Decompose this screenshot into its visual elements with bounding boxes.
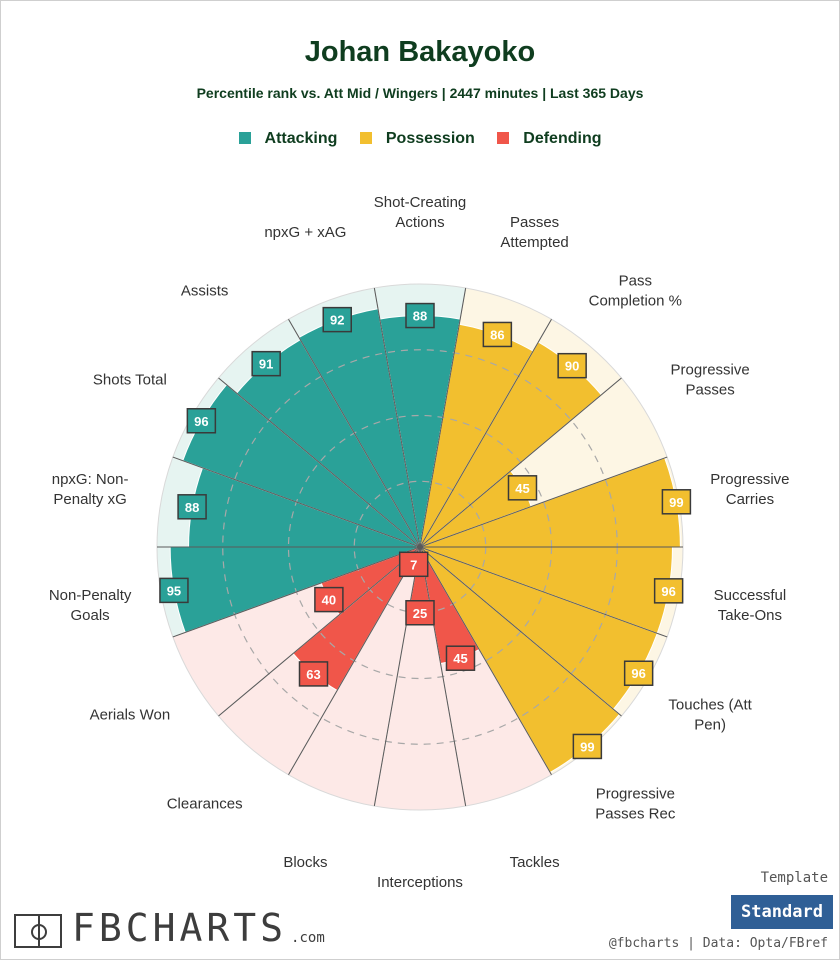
svg-text:96: 96 <box>661 584 675 599</box>
value-label: 40 <box>314 586 344 613</box>
parameter-labels: Shot-Creating Actions Passes Attempted Pass C… <box>49 194 790 891</box>
logo-domain: .com <box>291 930 325 946</box>
spoke <box>373 287 421 548</box>
legend-label: Defending <box>523 130 602 147</box>
legend: Attacking Possession Defending <box>0 130 840 148</box>
spoke <box>172 546 421 638</box>
svg-text:92: 92 <box>330 313 344 328</box>
legend-swatch <box>238 132 251 144</box>
svg-text:99: 99 <box>580 739 594 754</box>
param-label: Interceptions <box>377 874 463 891</box>
value-label: 96 <box>623 660 654 686</box>
value-label: 96 <box>186 408 217 434</box>
param-label: Shots Total <box>93 372 167 389</box>
value-label: 25 <box>405 600 435 626</box>
param-label: npxG: Non-Penalty xG <box>52 471 129 508</box>
svg-text:25: 25 <box>413 606 427 621</box>
param-label: Progressive Carries <box>710 471 789 508</box>
svg-text:40: 40 <box>322 593 336 608</box>
spoke <box>419 546 552 776</box>
param-label: Passes Attempted <box>500 214 568 251</box>
spoke <box>288 546 421 776</box>
chart-subtitle: Percentile rank vs. Att Mid / Wingers | … <box>196 85 644 101</box>
fbcharts-logo: FBCHARTS .com <box>14 908 325 948</box>
svg-text:45: 45 <box>453 651 467 666</box>
logo-text: FBCHARTS <box>72 906 288 950</box>
legend-item-defending: Defending <box>497 130 601 148</box>
svg-text:96: 96 <box>194 414 208 429</box>
param-label: Non-Penalty Goals <box>49 587 132 624</box>
value-label: 88 <box>405 302 435 329</box>
value-label: 91 <box>251 350 281 377</box>
spokes <box>157 287 683 807</box>
svg-text:86: 86 <box>490 327 504 342</box>
value-label: 45 <box>507 475 538 501</box>
value-wedges <box>169 308 681 774</box>
param-label: Pass Completion % <box>589 272 682 309</box>
template-button[interactable]: Standard <box>731 895 833 929</box>
param-label: Blocks <box>283 854 327 871</box>
legend-label: Possession <box>385 130 475 147</box>
svg-text:91: 91 <box>259 357 273 372</box>
spoke <box>419 456 668 548</box>
svg-text:45: 45 <box>515 481 529 496</box>
spoke <box>419 318 552 548</box>
value-labels: 88 86 90 45 99 96 96 99 45 25 7 63 40 95 88 96 91 92 <box>159 302 692 760</box>
value-label: 88 <box>177 494 207 520</box>
param-label: Tackles <box>510 854 560 871</box>
value-label: 99 <box>661 489 692 515</box>
svg-text:99: 99 <box>669 495 683 510</box>
param-label: Touches (Att Pen) <box>668 697 752 734</box>
param-label: Successful Take-Ons <box>714 587 787 624</box>
value-label: 99 <box>572 733 603 760</box>
value-label: 92 <box>322 306 352 333</box>
svg-text:63: 63 <box>306 667 320 682</box>
param-label: Clearances <box>167 796 243 813</box>
legend-swatch <box>497 132 510 144</box>
spoke <box>218 377 421 548</box>
svg-text:90: 90 <box>565 359 579 374</box>
legend-item-possession: Possession <box>359 130 475 148</box>
credit-text: @fbcharts | Data: Opta/FBref <box>608 936 828 951</box>
spoke <box>419 546 668 638</box>
value-label: 90 <box>557 352 587 379</box>
svg-text:88: 88 <box>185 500 199 515</box>
param-label: Assists <box>181 282 229 299</box>
spoke <box>419 546 622 717</box>
svg-text:88: 88 <box>413 309 427 324</box>
param-label: Shot-Creating Actions <box>374 194 467 231</box>
param-label: Aerials Won <box>90 707 171 724</box>
param-label: Progressive Passes <box>671 362 750 399</box>
pitch-icon <box>14 914 62 948</box>
svg-text:95: 95 <box>167 583 181 598</box>
spoke <box>419 546 467 807</box>
chart-title: Johan Bakayoko <box>304 36 536 68</box>
value-label: 86 <box>482 321 513 348</box>
template-label: Template <box>760 870 828 886</box>
param-label: npxG + xAG <box>264 224 346 241</box>
spoke <box>288 318 421 548</box>
value-label: 7 <box>398 551 429 578</box>
legend-swatch <box>359 132 372 144</box>
value-label: 96 <box>653 578 684 604</box>
spoke <box>373 546 421 807</box>
spoke <box>419 377 622 548</box>
value-label: 45 <box>445 645 476 671</box>
spoke <box>218 546 421 717</box>
svg-text:7: 7 <box>410 557 417 572</box>
value-label: 63 <box>298 661 329 687</box>
param-label: Progressive Passes Rec <box>595 786 676 823</box>
value-label: 95 <box>159 577 189 604</box>
legend-item-attacking: Attacking <box>238 130 338 148</box>
spoke <box>172 456 421 548</box>
legend-label: Attacking <box>264 130 338 147</box>
svg-text:96: 96 <box>631 666 645 681</box>
spoke <box>419 287 467 548</box>
